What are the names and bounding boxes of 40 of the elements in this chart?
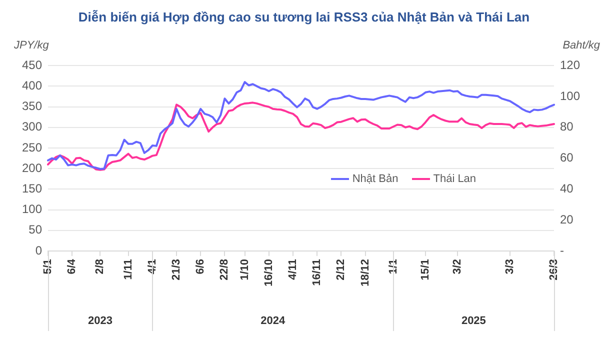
- y-tick-label: 350: [22, 99, 42, 114]
- legend-label: Nhật Bản: [352, 173, 398, 186]
- y2-tick-label: 80: [560, 120, 574, 134]
- x-tick-label: 21/3: [170, 259, 183, 280]
- y-tick-label: 300: [22, 120, 42, 134]
- x-tick-label: 2/8: [94, 259, 106, 274]
- y-tick-label: 200: [22, 160, 42, 175]
- y-tick-label: 400: [22, 78, 42, 93]
- y-tick-label: 250: [22, 140, 42, 154]
- x-tick-label: 15/1: [420, 259, 432, 280]
- y-tick-label: 150: [22, 182, 42, 196]
- y2-tick-label: 40: [560, 182, 574, 196]
- x-tick-label: 6/4: [66, 258, 78, 274]
- x-tick-label: 1/11: [122, 259, 134, 280]
- x-tick-label: 4/11: [287, 259, 299, 280]
- y2-tick-label: 100: [560, 88, 580, 103]
- text: 2023: [88, 315, 112, 328]
- y-tick-label: 100: [22, 202, 42, 216]
- y-axis-title: JPY/kg: [13, 40, 50, 52]
- x-tick-label: 18/12: [359, 259, 372, 287]
- x-tick-label: 1/10: [238, 259, 251, 280]
- y2-tick-label: 120: [560, 58, 580, 72]
- x-tick-label: 2/12: [335, 259, 348, 280]
- x-tick-label: 6/6: [194, 259, 207, 274]
- y2-tick-label: -: [560, 243, 564, 258]
- x-tick-label: 16/10: [262, 259, 275, 287]
- legend-label: Thái Lan: [433, 173, 476, 186]
- y2-tick-label: 60: [560, 150, 574, 165]
- x-tick-label: 3/2: [452, 259, 464, 274]
- text: 2025: [461, 315, 486, 328]
- chart-title: Diễn biến giá Hợp đồng cao su tương lai RSS3 của Nhật Bản và Thái Lan: [78, 9, 530, 24]
- y2-axis-title: Baht/kg: [562, 40, 601, 52]
- x-tick-label: 22/8: [218, 259, 231, 280]
- y2-tick-label: 20: [560, 212, 574, 226]
- y-tick-label: 450: [22, 58, 42, 72]
- text: 2024: [260, 315, 286, 328]
- y-tick-label: 50: [28, 222, 42, 237]
- x-tick-label: 16/11: [311, 259, 324, 286]
- x-tick-label: 3/3: [504, 259, 516, 274]
- y-tick-label: 0: [35, 243, 42, 258]
